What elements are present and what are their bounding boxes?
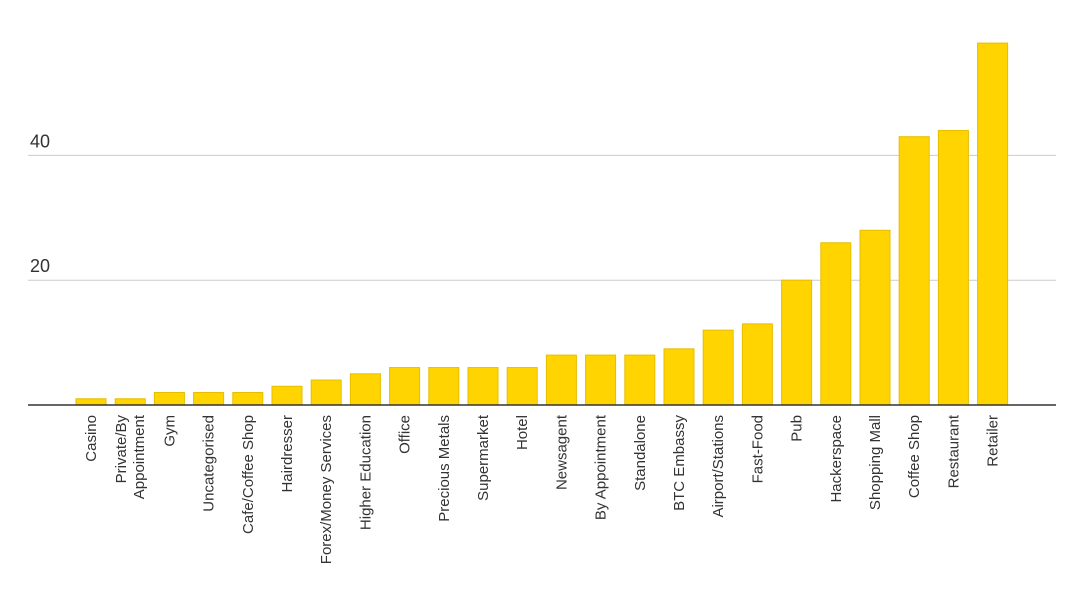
- bar-retailer: [977, 42, 1009, 406]
- bar-forex-money-services: [310, 379, 342, 406]
- x-tick-label-forex-money-services: Forex/Money Services: [318, 415, 335, 564]
- bar-layer: [75, 42, 1009, 406]
- bar-btc-embassy: [663, 348, 695, 406]
- y-tick-label-20: 20: [30, 256, 50, 276]
- x-tick-label-cafe-coffee-shop: Cafe/Coffee Shop: [240, 415, 257, 534]
- x-tick-label-hairdresser: Hairdresser: [279, 415, 296, 493]
- bar-casino: [75, 398, 107, 406]
- x-tick-label-hackerspace: Hackerspace: [828, 415, 845, 503]
- x-tick-label-pub: Pub: [789, 415, 806, 442]
- bar-pub: [781, 279, 813, 406]
- x-tick-label-hotel: Hotel: [514, 415, 531, 450]
- x-tick-label-by-appointment: By Appointment: [593, 414, 610, 520]
- x-tick-label-retailer: Retailer: [985, 415, 1002, 467]
- x-tick-label-supermarket: Supermarket: [475, 414, 492, 501]
- bar-newsagent: [545, 354, 577, 406]
- bar-standalone: [624, 354, 656, 406]
- bar-hairdresser: [271, 385, 303, 406]
- x-tick-label-shopping-mall: Shopping Mall: [867, 415, 884, 510]
- x-tick-label-private-by-appointment: Private/ByAppointment: [113, 414, 148, 499]
- bar-cafe-coffee-shop: [232, 392, 264, 406]
- x-tick-label-gym: Gym: [161, 415, 178, 447]
- bar-hackerspace: [820, 242, 852, 406]
- bar-private-by-appointment: [114, 398, 146, 406]
- x-label-layer: Casino Private/ByAppointment Gym Uncategori…: [83, 414, 1002, 564]
- x-tick-label-office: Office: [397, 415, 414, 454]
- x-tick-label-newsagent: Newsagent: [553, 414, 570, 490]
- bar-uncategorised: [193, 392, 225, 406]
- bar-shopping-mall: [859, 229, 891, 406]
- bar-higher-education: [349, 373, 381, 406]
- bar-precious-metals: [428, 367, 460, 406]
- x-tick-label-coffee-shop: Coffee Shop: [906, 415, 923, 498]
- bar-supermarket: [467, 367, 499, 406]
- bar-fast-food: [741, 323, 773, 406]
- bar-hotel: [506, 367, 538, 406]
- bar-gym: [153, 392, 185, 406]
- x-tick-label-casino: Casino: [83, 415, 100, 462]
- x-tick-label-precious-metals: Precious Metals: [436, 415, 453, 522]
- x-tick-label-airport-stations: Airport/Stations: [710, 415, 727, 518]
- bar-restaurant: [937, 129, 969, 406]
- x-tick-label-standalone: Standalone: [632, 415, 649, 491]
- bar-office: [389, 367, 421, 406]
- bar-coffee-shop: [898, 136, 930, 406]
- bar-airport-stations: [702, 329, 734, 406]
- x-tick-label-uncategorised: Uncategorised: [201, 415, 218, 512]
- x-tick-label-btc-embassy: BTC Embassy: [671, 415, 688, 511]
- x-tick-label-restaurant: Restaurant: [945, 414, 962, 488]
- x-tick-label-fast-food: Fast-Food: [749, 415, 766, 483]
- y-tick-label-40: 40: [30, 131, 50, 151]
- bar-by-appointment: [585, 354, 617, 406]
- x-tick-label-higher-education: Higher Education: [357, 415, 374, 530]
